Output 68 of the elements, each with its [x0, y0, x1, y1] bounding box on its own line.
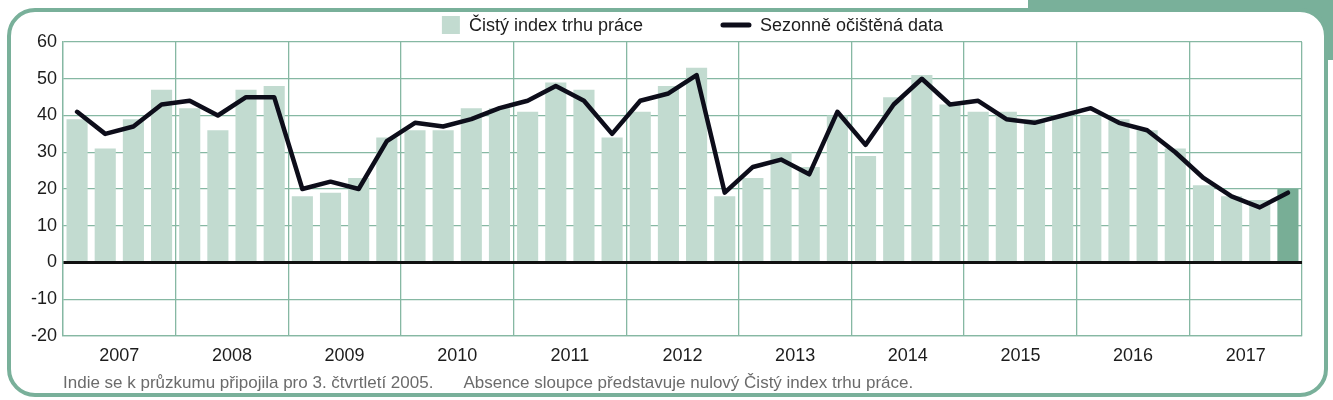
bar: [1052, 115, 1074, 261]
y-tick-label: -10: [30, 288, 57, 309]
bar: [939, 104, 961, 261]
bar: [1221, 196, 1243, 261]
y-tick-label: 50: [36, 67, 57, 88]
bar: [319, 192, 342, 261]
bar: [376, 137, 398, 261]
y-tick-label: 40: [36, 104, 57, 125]
x-tick-label: 2009: [324, 344, 365, 365]
x-tick-label: 2007: [99, 344, 140, 365]
bar: [573, 89, 595, 261]
bar: [995, 111, 1017, 261]
bar: [66, 119, 88, 261]
y-tick-label: 60: [36, 30, 57, 51]
x-tick-label: 2016: [1113, 344, 1154, 365]
x-tick-label: 2012: [662, 344, 703, 365]
bar: [235, 89, 257, 261]
bar: [1192, 185, 1214, 261]
bar: [460, 108, 482, 261]
bar: [207, 130, 229, 261]
bar: [657, 86, 679, 261]
bar: [686, 67, 708, 261]
bar: [770, 152, 792, 261]
legend-label: Sezonně očištěná data: [759, 14, 945, 35]
y-tick-label: 0: [46, 251, 57, 272]
bar: [1164, 148, 1186, 261]
y-tick-label: 20: [36, 177, 57, 198]
x-tick-label: 2011: [550, 344, 590, 365]
bar: [263, 86, 285, 261]
bar: [854, 155, 877, 261]
bar: [517, 111, 539, 261]
bar: [122, 119, 144, 261]
x-tick-label: 2014: [887, 344, 928, 365]
bar: [1136, 130, 1158, 261]
bar: [601, 137, 623, 261]
bar: [151, 89, 173, 261]
bar: [883, 97, 905, 261]
legend-label: Čistý index trhu práce: [468, 13, 643, 35]
bar: [94, 148, 116, 261]
bar: [1080, 115, 1102, 261]
bar: [714, 196, 736, 261]
bar: [911, 75, 933, 261]
bar: [545, 82, 567, 261]
text: Absence sloupce představuje nulový Čistý index trhu práce.: [463, 373, 914, 393]
bar: [826, 115, 848, 261]
bar: [967, 111, 989, 261]
bar: [1249, 200, 1271, 261]
y-tick-label: 30: [36, 141, 57, 162]
bar: [798, 166, 820, 261]
x-tick-label: 2010: [437, 344, 478, 365]
y-tick-label: 10: [36, 214, 57, 235]
text: Indie se k průzkumu připojila pro 3. čtvrtletí 2005.: [63, 373, 434, 393]
bar: [348, 177, 370, 261]
bar: [179, 108, 201, 261]
bar: [742, 177, 764, 261]
bar: [1277, 189, 1299, 261]
bar: [1108, 119, 1130, 261]
x-tick-label: 2015: [1000, 344, 1041, 365]
bar: [488, 108, 511, 261]
bar: [291, 196, 313, 261]
x-tick-label: 2017: [1225, 344, 1266, 365]
x-tick-label: 2013: [775, 344, 816, 365]
y-tick-label: -20: [30, 324, 57, 345]
x-tick-label: 2008: [211, 344, 252, 365]
bar: [1023, 119, 1046, 261]
bar: [629, 111, 651, 261]
bar: [432, 130, 454, 261]
bar: [404, 130, 426, 261]
